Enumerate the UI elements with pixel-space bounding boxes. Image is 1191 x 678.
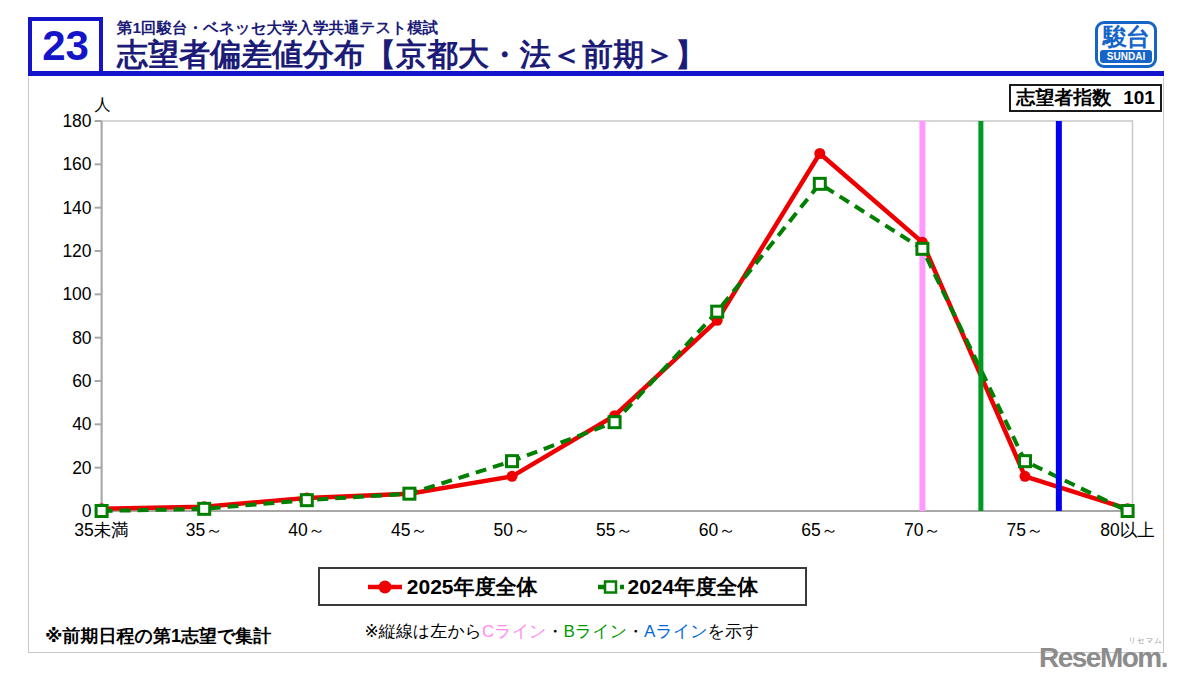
x-tick-label: 70～ xyxy=(904,520,941,540)
y-tick-label: 80 xyxy=(72,328,92,348)
x-tick-label: 60～ xyxy=(699,520,736,540)
vline-note-a: Aライン xyxy=(644,622,708,641)
marker-2024年度全体 xyxy=(609,417,620,428)
sundai-logo: 駿台 SUNDAI xyxy=(1095,21,1157,68)
y-tick-label: 40 xyxy=(72,414,92,434)
marker-2024年度全体 xyxy=(1020,456,1031,467)
x-tick-label: 45～ xyxy=(391,520,428,540)
vline-note-c: Cライン xyxy=(482,622,546,641)
resemom-logo: リセマム ReseMom. xyxy=(1039,644,1167,672)
vline-note-sep2: ・ xyxy=(627,622,644,641)
vline-note-sep1: ・ xyxy=(547,622,564,641)
vline-note-suffix: を示す xyxy=(708,622,760,641)
x-tick-label: 80以上 xyxy=(1100,520,1154,540)
legend-item-2025: 2025年度全体 xyxy=(367,573,538,601)
x-tick-label: 35～ xyxy=(186,520,223,540)
marker-2024年度全体 xyxy=(301,495,312,506)
y-tick-label: 100 xyxy=(62,284,91,304)
x-tick-label: 40～ xyxy=(288,520,325,540)
legend-label-2024: 2024年度全体 xyxy=(628,573,759,601)
aggregation-note: ※前期日程の第1志望で集計 xyxy=(45,624,271,648)
y-tick-label: 180 xyxy=(62,111,91,131)
resemom-text: ReseMom. xyxy=(1039,642,1167,673)
series-line-2024年度全体 xyxy=(102,184,1128,511)
slide-number: 23 xyxy=(42,22,89,70)
marker-2025年度全体 xyxy=(507,471,518,482)
slide-number-box: 23 xyxy=(28,17,103,75)
legend-label-2025: 2025年度全体 xyxy=(407,573,538,601)
legend: 2025年度全体 2024年度全体 xyxy=(318,567,807,606)
marker-2024年度全体 xyxy=(712,306,723,317)
y-tick-label: 120 xyxy=(62,241,91,261)
legend-marker-2024 xyxy=(598,579,624,595)
header-titles: 第1回駿台・ベネッセ大学入学共通テスト模試 志望者偏差値分布【京都大・法＜前期＞… xyxy=(117,19,706,72)
vline-note-b: Bライン xyxy=(564,622,628,641)
legend-marker-2025 xyxy=(367,579,403,595)
page-title: 志望者偏差値分布【京都大・法＜前期＞】 xyxy=(117,37,706,73)
marker-2025年度全体 xyxy=(814,148,825,159)
x-tick-label: 75～ xyxy=(1007,520,1044,540)
marker-2024年度全体 xyxy=(96,506,107,517)
y-tick-label: 20 xyxy=(72,458,92,478)
x-tick-label: 65～ xyxy=(801,520,838,540)
y-tick-label: 0 xyxy=(82,501,92,521)
marker-2024年度全体 xyxy=(1122,506,1133,517)
header-subtitle: 第1回駿台・ベネッセ大学入学共通テスト模試 xyxy=(117,19,706,37)
marker-2024年度全体 xyxy=(507,456,518,467)
plot-border xyxy=(102,121,1133,511)
vline-note: ※縦線は左からCライン・Bライン・Aラインを示す xyxy=(365,620,760,643)
y-tick-label: 140 xyxy=(62,198,91,218)
x-tick-label: 35未満 xyxy=(74,520,128,540)
marker-2025年度全体 xyxy=(1020,471,1031,482)
sundai-logo-latin: SUNDAI xyxy=(1100,50,1152,63)
y-axis-unit: 人 xyxy=(95,96,111,113)
marker-2024年度全体 xyxy=(404,488,415,499)
x-tick-label: 50～ xyxy=(494,520,531,540)
title-underline xyxy=(28,71,1164,76)
x-tick-label: 55～ xyxy=(596,520,633,540)
marker-2024年度全体 xyxy=(917,243,928,254)
sundai-logo-kanji: 駿台 xyxy=(1098,24,1154,50)
series-line-2025年度全体 xyxy=(102,154,1128,509)
y-tick-label: 160 xyxy=(62,154,91,174)
marker-2024年度全体 xyxy=(814,178,825,189)
resemom-ruby: リセマム xyxy=(1128,637,1163,645)
vline-note-prefix: ※縦線は左から xyxy=(365,622,482,641)
y-tick-label: 60 xyxy=(72,371,92,391)
legend-item-2024: 2024年度全体 xyxy=(598,573,759,601)
marker-2024年度全体 xyxy=(199,503,210,514)
